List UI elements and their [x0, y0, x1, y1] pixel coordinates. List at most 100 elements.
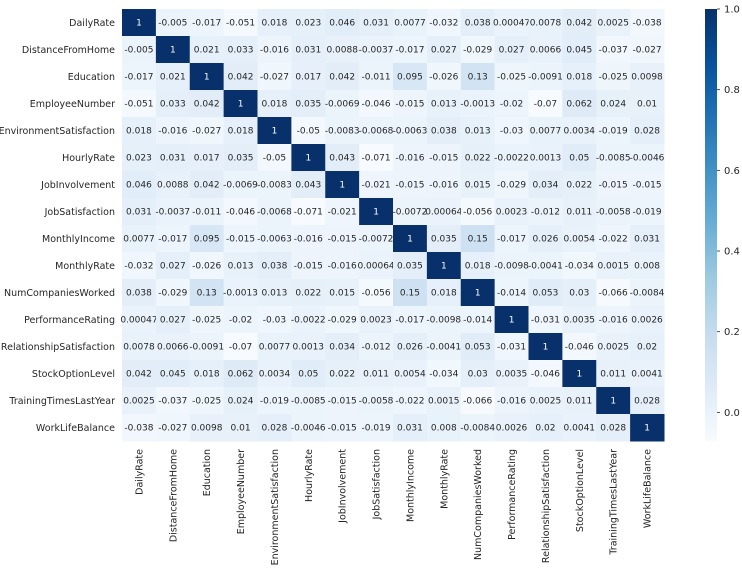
cell-value-label: 0.018	[126, 127, 152, 137]
heatmap-cell	[359, 36, 394, 64]
heatmap-cell	[155, 36, 191, 64]
cell-value-label: 0.13	[197, 289, 217, 299]
colorbar: 0.0 0.2 0.4 0.6 0.8 1.0	[705, 5, 740, 441]
cell-value-label: 0.027	[499, 46, 525, 56]
heatmap-cell	[494, 90, 530, 118]
heatmap-cell	[291, 36, 326, 64]
x-tick-label: HourlyRate	[304, 449, 315, 502]
cell-value-label: 1	[407, 235, 413, 245]
cell-value-label: -0.0037	[155, 208, 190, 218]
cell-value-label: -0.0022	[291, 316, 326, 326]
cell-value-label: 0.027	[431, 46, 457, 56]
cell-value-label: -0.025	[497, 73, 526, 83]
cell-value-label: -0.051	[226, 19, 255, 29]
heatmap-cell	[562, 333, 597, 361]
cell-value-label: -0.005	[158, 19, 187, 29]
cell-value-label: 1	[238, 100, 244, 110]
heatmap-cell	[460, 279, 496, 307]
cell-value-label: 0.0077	[259, 343, 291, 353]
heatmap-cell	[562, 198, 597, 226]
heatmap-cell	[596, 90, 631, 118]
cell-value-label: 0.038	[465, 19, 491, 29]
heatmap-cell	[122, 387, 157, 415]
cell-value-label: -0.0083	[325, 127, 360, 137]
cell-value-label: -0.015	[599, 181, 628, 191]
cell-value-label: 0.045	[566, 46, 592, 56]
heatmap-cell	[426, 279, 462, 307]
heatmap-cell	[393, 36, 428, 64]
heatmap-cell	[460, 171, 496, 199]
y-tick-label: NumCompaniesWorked	[4, 288, 115, 299]
heatmap-cell	[122, 252, 157, 280]
heatmap-cell	[494, 36, 530, 64]
heatmap-cell	[223, 90, 259, 118]
heatmap-cell	[291, 414, 326, 442]
heatmap-cell	[562, 36, 597, 64]
cell-value-label: -0.017	[395, 46, 424, 56]
heatmap-cell	[562, 360, 597, 388]
cell-value-label: 0.0078	[123, 343, 155, 353]
heatmap-cell	[257, 171, 292, 199]
cell-value-label: -0.071	[294, 208, 323, 218]
heatmap-cell	[528, 144, 563, 172]
cell-value-label: 0.028	[600, 424, 626, 434]
heatmap-cell	[596, 306, 631, 334]
x-tick-label: NumCompaniesWorked	[473, 449, 484, 560]
heatmap-cell	[460, 306, 496, 334]
x-tick-label: Education	[202, 449, 213, 496]
heatmap-cell	[223, 360, 259, 388]
x-tick-label: TrainingTimesLastYear	[609, 449, 620, 556]
cell-value-label: -0.026	[429, 73, 458, 83]
heatmap-cell	[189, 360, 225, 388]
cell-value-label: -0.0046	[291, 424, 326, 434]
heatmap-cell	[257, 9, 292, 37]
heatmap-cell	[223, 306, 259, 334]
heatmap-cell	[257, 63, 292, 91]
cell-value-label: -0.026	[192, 262, 221, 272]
cell-value-label: -0.014	[497, 289, 526, 299]
cell-value-label: 0.034	[329, 343, 355, 353]
heatmap-cell	[359, 279, 394, 307]
heatmap-cell	[596, 9, 631, 37]
cell-value-label: 0.042	[329, 73, 355, 83]
heatmap-cell	[426, 117, 462, 145]
cell-value-label: -0.025	[192, 316, 221, 326]
cell-value-label: 0.033	[160, 100, 186, 110]
cell-value-label: 1	[339, 181, 345, 191]
heatmap-cell	[494, 144, 530, 172]
cell-value-label: 1	[644, 424, 650, 434]
heatmap-cell	[359, 414, 394, 442]
heatmap-cell	[155, 414, 191, 442]
cell-value-label: 0.0088	[157, 181, 189, 191]
heatmap-cell	[257, 90, 292, 118]
cell-value-label: 1	[441, 262, 447, 272]
cell-value-label: 0.0025	[597, 343, 629, 353]
heatmap-cell	[630, 171, 665, 199]
y-tick-label: StockOptionLevel	[32, 369, 115, 380]
cell-value-label: -0.012	[531, 208, 560, 218]
heatmap-cell	[426, 252, 462, 280]
cell-value-label: 0.095	[397, 73, 423, 83]
heatmap-cell	[460, 144, 496, 172]
cell-value-label: 1	[305, 154, 311, 164]
heatmap-cell	[596, 117, 631, 145]
heatmap-cell	[155, 63, 191, 91]
cell-value-label: 0.053	[465, 343, 491, 353]
heatmap-cell	[155, 171, 191, 199]
heatmap-cell	[325, 63, 360, 91]
heatmap-cell	[189, 117, 225, 145]
cell-value-label: 1	[610, 397, 616, 407]
heatmap-cell	[426, 333, 462, 361]
cell-value-label: -0.0058	[359, 397, 394, 407]
heatmap-cell	[528, 36, 563, 64]
cell-value-label: -0.046	[531, 370, 560, 380]
heatmap-cell	[291, 279, 326, 307]
cell-value-label: -0.051	[124, 100, 153, 110]
cell-value-label: -0.0084	[630, 289, 665, 299]
heatmap-cell	[257, 198, 292, 226]
cell-value-label: 0.017	[194, 154, 220, 164]
cell-value-label: -0.019	[362, 424, 391, 434]
cell-value-label: -0.021	[362, 181, 391, 191]
heatmap-cell	[494, 117, 530, 145]
heatmap-cell	[122, 36, 157, 64]
